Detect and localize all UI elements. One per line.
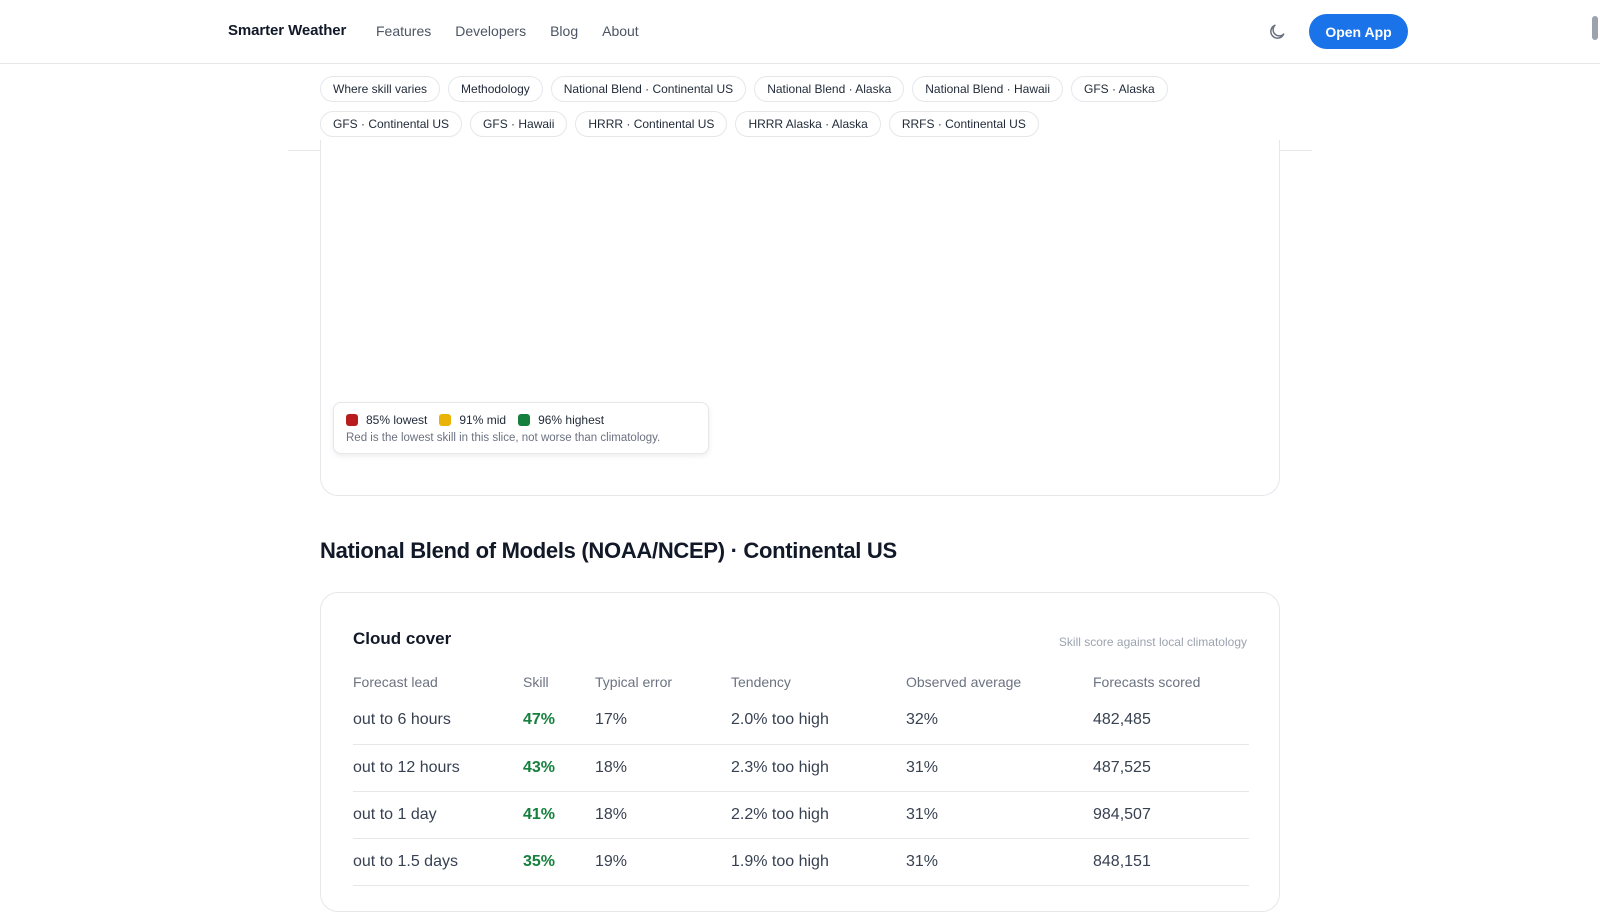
cell-lead: out to 12 hours bbox=[353, 744, 523, 792]
nav-features[interactable]: Features bbox=[376, 23, 432, 39]
skill-table: Forecast lead Skill Typical error Tenden… bbox=[353, 667, 1249, 886]
legend-note: Red is the lowest skill in this slice, n… bbox=[346, 432, 661, 444]
chip-where-skill-varies[interactable]: Where skill varies bbox=[320, 76, 441, 102]
cloud-cover-card: Cloud cover Skill score against local cl… bbox=[320, 592, 1280, 912]
chip-gfs-alaska[interactable]: GFS · Alaska bbox=[1071, 76, 1168, 102]
card-subtitle: Skill score against local climatology bbox=[1058, 635, 1247, 649]
chip-nbm-conus[interactable]: National Blend · Continental US bbox=[550, 76, 747, 102]
cell-tendency: 2.3% too high bbox=[731, 744, 906, 792]
cell-lead: out to 6 hours bbox=[353, 697, 523, 745]
legend-label-lowest: 85% lowest bbox=[366, 413, 428, 427]
cell-observed: 32% bbox=[906, 697, 1093, 745]
cell-tendency: 2.0% too high bbox=[731, 697, 906, 745]
cell-scored: 487,525 bbox=[1093, 744, 1249, 792]
chip-hrrr-conus[interactable]: HRRR · Continental US bbox=[575, 111, 728, 137]
legend-item-lowest: 85% lowest bbox=[346, 413, 427, 427]
legend-items: 85% lowest 91% mid 96% highest bbox=[346, 413, 616, 427]
section-jump-chips: Where skill varies Methodology National … bbox=[288, 64, 1312, 151]
cell-skill: 47% bbox=[523, 697, 595, 745]
col-skill: Skill bbox=[523, 674, 549, 690]
cell-error: 18% bbox=[595, 791, 731, 839]
legend-swatch-red bbox=[346, 414, 358, 426]
cell-error: 17% bbox=[595, 697, 731, 745]
section-title: National Blend of Models (NOAA/NCEP) · C… bbox=[320, 538, 897, 563]
cell-error: 19% bbox=[595, 838, 731, 886]
chip-hrrr-alaska[interactable]: HRRR Alaska · Alaska bbox=[735, 111, 881, 137]
table-row: out to 1 day 41% 18% 2.2% too high 31% 9… bbox=[353, 791, 1249, 839]
cell-observed: 31% bbox=[906, 744, 1093, 792]
legend-item-mid: 91% mid bbox=[439, 413, 506, 427]
cell-error: 18% bbox=[595, 744, 731, 792]
table-row: out to 6 hours 47% 17% 2.0% too high 32%… bbox=[353, 697, 1249, 745]
main-nav: Features Developers Blog About bbox=[376, 23, 663, 39]
nav-blog[interactable]: Blog bbox=[550, 23, 579, 39]
col-forecasts-scored: Forecasts scored bbox=[1093, 674, 1201, 690]
card-title: Cloud cover bbox=[353, 629, 452, 648]
nav-developers[interactable]: Developers bbox=[455, 23, 527, 39]
brand-logo-text[interactable]: Smarter Weather bbox=[228, 22, 347, 39]
chip-row-2: GFS · Continental US GFS · Hawaii HRRR ·… bbox=[320, 111, 1047, 137]
cell-skill: 43% bbox=[523, 744, 595, 792]
legend-item-highest: 96% highest bbox=[518, 413, 604, 427]
chip-rrfs-conus[interactable]: RRFS · Continental US bbox=[888, 111, 1039, 137]
table-row: out to 1.5 days 35% 19% 1.9% too high 31… bbox=[353, 838, 1249, 886]
cell-lead: out to 1.5 days bbox=[353, 838, 523, 886]
col-typical-error: Typical error bbox=[595, 674, 673, 690]
col-observed-average: Observed average bbox=[906, 674, 1022, 690]
table-header-row: Forecast lead Skill Typical error Tenden… bbox=[353, 667, 1249, 697]
cell-scored: 848,151 bbox=[1093, 838, 1249, 886]
open-app-button[interactable]: Open App bbox=[1309, 14, 1408, 49]
chip-row-1: Where skill varies Methodology National … bbox=[320, 76, 1176, 102]
chip-methodology[interactable]: Methodology bbox=[448, 76, 543, 102]
scrollbar-thumb[interactable] bbox=[1592, 16, 1598, 40]
cell-scored: 984,507 bbox=[1093, 791, 1249, 839]
chip-gfs-conus[interactable]: GFS · Continental US bbox=[320, 111, 463, 137]
col-forecast-lead: Forecast lead bbox=[353, 674, 438, 690]
legend-label-mid: 91% mid bbox=[459, 413, 507, 427]
legend-swatch-green bbox=[518, 414, 531, 426]
col-tendency: Tendency bbox=[731, 674, 791, 690]
cell-observed: 31% bbox=[906, 791, 1093, 839]
skill-map-card: 85% lowest 91% mid 96% highest Red is th… bbox=[320, 140, 1280, 496]
moon-icon[interactable] bbox=[1267, 22, 1287, 42]
cell-skill: 35% bbox=[523, 838, 595, 886]
map-legend: 85% lowest 91% mid 96% highest Red is th… bbox=[333, 402, 709, 454]
cell-lead: out to 1 day bbox=[353, 791, 523, 839]
legend-label-highest: 96% highest bbox=[538, 413, 605, 427]
legend-swatch-yellow bbox=[439, 414, 452, 426]
top-navigation-bar: Smarter Weather Features Developers Blog… bbox=[0, 0, 1600, 64]
table-row: out to 12 hours 43% 18% 2.3% too high 31… bbox=[353, 744, 1249, 792]
cell-scored: 482,485 bbox=[1093, 697, 1249, 745]
nav-about[interactable]: About bbox=[602, 23, 639, 39]
chip-gfs-hawaii[interactable]: GFS · Hawaii bbox=[470, 111, 568, 137]
chip-nbm-hawaii[interactable]: National Blend · Hawaii bbox=[912, 76, 1063, 102]
cell-tendency: 1.9% too high bbox=[731, 838, 906, 886]
chip-nbm-alaska[interactable]: National Blend · Alaska bbox=[754, 76, 905, 102]
cell-observed: 31% bbox=[906, 838, 1093, 886]
cell-tendency: 2.2% too high bbox=[731, 791, 906, 839]
cell-skill: 41% bbox=[523, 791, 595, 839]
